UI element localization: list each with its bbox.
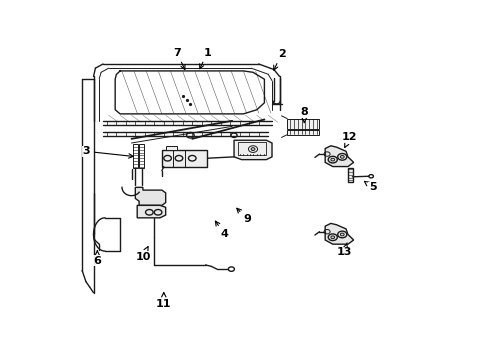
Text: 4: 4 <box>216 221 228 239</box>
Text: 9: 9 <box>237 208 251 224</box>
Polygon shape <box>325 223 354 244</box>
Bar <box>139 144 144 168</box>
Text: 5: 5 <box>365 181 376 192</box>
Bar <box>238 142 267 156</box>
Bar <box>287 118 319 129</box>
Circle shape <box>251 148 255 150</box>
Text: 10: 10 <box>135 247 150 262</box>
Text: 8: 8 <box>300 108 308 123</box>
Polygon shape <box>137 205 166 218</box>
Bar <box>133 144 138 168</box>
Text: 13: 13 <box>337 243 352 257</box>
Polygon shape <box>135 187 166 205</box>
Text: 11: 11 <box>156 293 171 309</box>
Circle shape <box>331 236 335 239</box>
Text: 7: 7 <box>173 48 185 69</box>
Circle shape <box>341 233 344 236</box>
Bar <box>348 168 352 182</box>
Text: 12: 12 <box>342 132 358 148</box>
Circle shape <box>341 156 344 158</box>
Text: 2: 2 <box>274 49 285 70</box>
Circle shape <box>369 175 373 178</box>
Bar <box>166 146 177 150</box>
Text: 1: 1 <box>200 48 211 69</box>
Text: 6: 6 <box>94 251 101 266</box>
Bar <box>162 150 207 167</box>
Circle shape <box>331 158 335 161</box>
Polygon shape <box>325 146 354 167</box>
Bar <box>287 130 319 135</box>
Circle shape <box>228 267 234 271</box>
Polygon shape <box>234 140 272 159</box>
Text: 3: 3 <box>82 146 133 158</box>
